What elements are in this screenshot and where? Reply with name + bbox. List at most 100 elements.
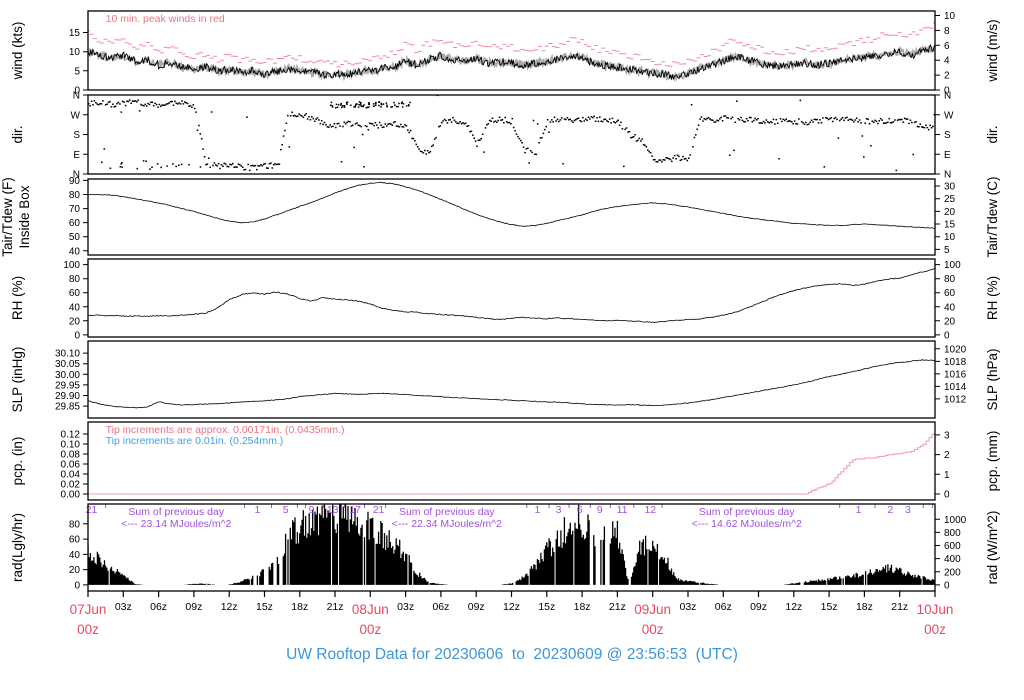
pcp-annotation-2: Tip increments are 0.01in. (0.254mm.) <box>106 435 284 447</box>
x-tick-hour-label: 12z <box>785 601 802 613</box>
pcp-right-tick-label: 0 <box>944 490 950 501</box>
dir-left-tick-label: S <box>73 130 80 141</box>
rad-day-sum-line1: Sum of previous day <box>128 506 224 518</box>
rad-right-tick-label: 400 <box>944 554 961 565</box>
pcp-left-tick-label: 0.12 <box>61 430 81 441</box>
pcp-left-tick-label: 0.00 <box>61 490 81 501</box>
pcp-frame <box>87 421 936 501</box>
tair-left-tick-label: 50 <box>69 232 81 243</box>
wind-left-tick-label: 10 <box>69 47 81 58</box>
pcp-left-tick-label: 0.06 <box>61 460 81 471</box>
tair-right-axis-label: Tair/Tdew (C) <box>985 176 1000 257</box>
rad-left-tick-label: 60 <box>69 535 81 546</box>
tair-left-axis-label2: Inside Box <box>17 185 32 248</box>
x-tick-day-label: 10Jun <box>917 602 954 617</box>
pcp-left-tick-label: 0.04 <box>61 470 81 481</box>
rad-milestone-label: 11 <box>617 504 628 516</box>
pcp-left-tick-label: 0.02 <box>61 480 81 491</box>
pcp-left-tick-label: 0.08 <box>61 450 81 461</box>
rad-milestone-label: 9 <box>597 504 603 516</box>
panel-wind: 10 min. peak winds in red 0 5 10 15 0 2 4 6 8 10 wi… <box>10 10 1000 97</box>
rad-milestone-label: 1 <box>254 504 260 516</box>
dir-right-tick-label: E <box>944 150 951 161</box>
rh-left-tick-label: 0 <box>74 330 80 341</box>
rad-milestone-label: 1 <box>856 504 862 516</box>
wind-avg-line <box>88 43 935 80</box>
tair-left-tick-label: 80 <box>69 190 81 201</box>
x-tick-hour-label: 09z <box>468 601 485 613</box>
slp-left-tick-label: 29.85 <box>55 402 80 413</box>
panel-rh: 0 20 40 60 80 100 0 20 40 60 80 100 RH (%) RH (%) <box>10 258 1000 341</box>
x-tick-day-label2: 00z <box>924 622 946 637</box>
tair-left-axis-label: Tair/Tdew (F) <box>0 177 15 257</box>
rad-milestone-label: 9 <box>309 504 315 516</box>
slp-right-tick-label: 1014 <box>944 382 967 393</box>
pcp-annotation-1: Tip increments are approx. 0.00171in. (0… <box>106 424 345 436</box>
rad-milestone-label: 21 <box>86 504 98 516</box>
x-tick-hour-label: 15z <box>256 601 273 613</box>
wind-right-tick-label: 2 <box>944 71 950 82</box>
rad-milestone-label: 5 <box>283 504 289 516</box>
dir-left-tick-label: N <box>73 91 80 102</box>
rad-left-tick-label: 80 <box>69 519 81 530</box>
rad-day-sum-line1: Sum of previous day <box>399 506 495 518</box>
rad-left-tick-label: 40 <box>69 550 81 561</box>
x-tick-hour-label: 09z <box>185 601 202 613</box>
wind-right-tick-label: 4 <box>944 56 950 67</box>
slp-right-tick-label: 1018 <box>944 357 967 368</box>
chart-title: UW Rooftop Data for 20230606 to 20230609… <box>286 646 738 663</box>
wind-left-axis-label: wind (kts) <box>10 22 25 81</box>
dir-right-axis-label: dir. <box>985 125 1000 143</box>
x-tick-day-label: 08Jun <box>352 602 389 617</box>
wind-avg-shadow <box>88 44 935 83</box>
rad-milestone-label: 17 <box>349 504 361 516</box>
dir-right-tick-label: N <box>944 91 951 102</box>
dir-right-tick-label: N <box>944 170 951 181</box>
dir-right-tick-label: W <box>944 110 954 121</box>
rad-right-axis-label: rad (W/m^2) <box>985 511 1000 585</box>
x-tick-hour-label: 21z <box>327 601 344 613</box>
slp-right-tick-label: 1012 <box>944 394 967 405</box>
rh-left-tick-label: 100 <box>63 260 80 271</box>
rad-milestone-ticks <box>105 504 934 508</box>
rh-right-tick-label: 40 <box>944 302 956 313</box>
panel-pcp: Tip increments are approx. 0.00171in. (0… <box>10 421 1000 501</box>
rad-milestone-label: 1 <box>534 504 540 516</box>
x-tick-hour-label: 12z <box>221 601 238 613</box>
wind-left-tick-label: 5 <box>74 66 80 77</box>
x-tick-day-label: 09Jun <box>634 602 671 617</box>
rh-right-axis-label: RH (%) <box>985 276 1000 320</box>
x-tick-hour-label: 06z <box>150 601 167 613</box>
dir-left-tick-label: N <box>73 170 80 181</box>
tair-right-tick-label: 15 <box>944 220 956 231</box>
pcp-left-axis-label: pcp. (in) <box>10 437 25 486</box>
rad-milestone-label: 3 <box>905 504 911 516</box>
wind-peak-dashes <box>88 22 935 68</box>
tair-right-tick-label: 25 <box>944 194 956 205</box>
rad-milestone-label: 21 <box>373 504 385 516</box>
rad-left-tick-label: 0 <box>74 580 80 591</box>
pcp-right-tick-label: 2 <box>944 450 950 461</box>
x-tick-hour-label: 06z <box>715 601 732 613</box>
wind-right-tick-label: 8 <box>944 26 950 37</box>
pcp-right-tick-label: 1 <box>944 470 950 481</box>
rh-left-tick-label: 20 <box>69 316 81 327</box>
x-tick-hour-label: 18z <box>574 601 591 613</box>
tair-right-tick-label: 20 <box>944 207 956 218</box>
slp-left-axis-label: SLP (inHg) <box>10 347 25 413</box>
rh-line <box>88 268 935 323</box>
slp-line <box>88 359 935 409</box>
wind-right-axis-label: wind (m/s) <box>985 19 1000 82</box>
x-tick-day-label2: 00z <box>359 622 381 637</box>
x-tick-hour-label: 12z <box>503 601 520 613</box>
x-tick-day-label2: 00z <box>642 622 664 637</box>
rh-left-tick-label: 60 <box>69 288 81 299</box>
dir-left-axis-label: dir. <box>10 125 25 143</box>
rad-left-tick-label: 20 <box>69 565 81 576</box>
rh-right-tick-label: 0 <box>944 330 950 341</box>
rad-right-tick-label: 1000 <box>944 515 967 526</box>
wind-right-tick-label: 10 <box>944 11 956 22</box>
